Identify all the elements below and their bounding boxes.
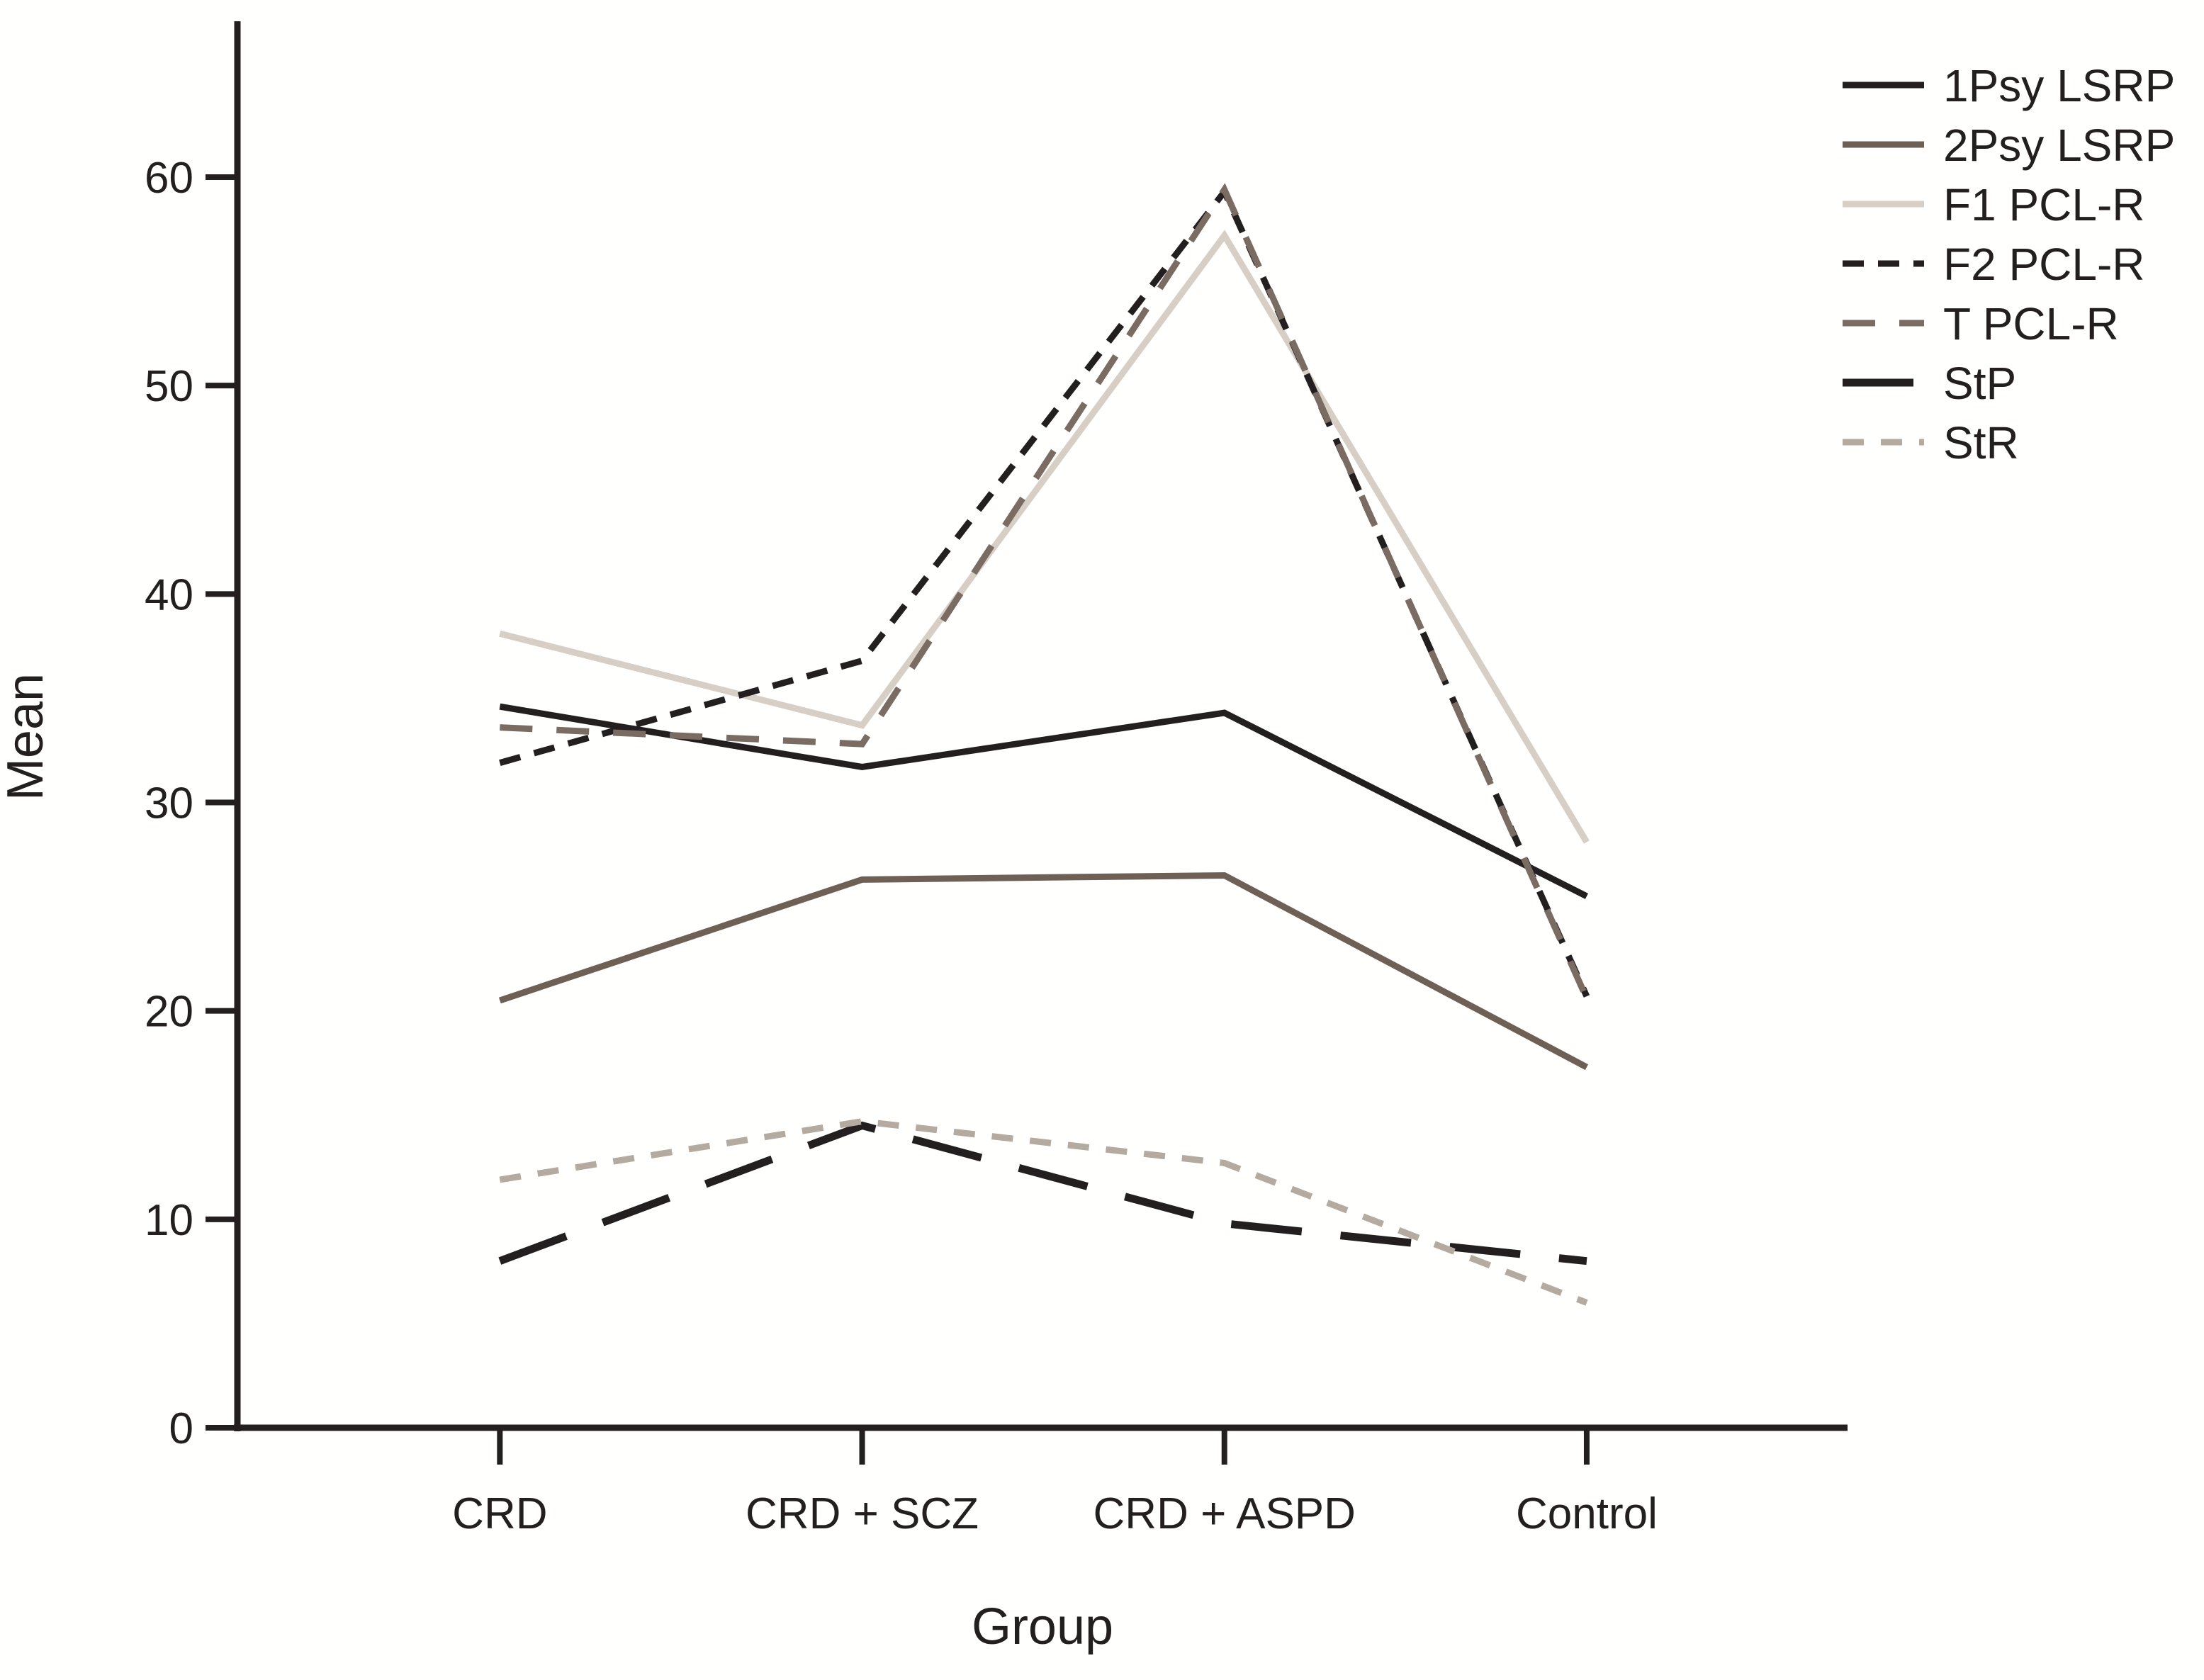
legend-label: 2Psy LSRP xyxy=(1943,120,2175,171)
x-tick-label: CRD xyxy=(452,1489,547,1538)
series-line-t-pcl-r xyxy=(500,183,1590,1000)
y-tick-label: 0 xyxy=(169,1404,193,1453)
plot-lines-layer xyxy=(498,183,1590,1306)
y-tick-label: 10 xyxy=(145,1196,193,1245)
legend-label: 1Psy LSRP xyxy=(1943,60,2175,111)
y-tick-label: 40 xyxy=(145,570,193,619)
legend-label: StP xyxy=(1943,358,2016,409)
legend-label: F2 PCL-R xyxy=(1943,239,2145,290)
series-line-stp xyxy=(498,1121,1587,1265)
legend-item: StP xyxy=(1843,358,2016,409)
y-tick-label: 30 xyxy=(145,779,193,828)
legend-item: StR xyxy=(1843,417,2019,468)
y-tick-label: 60 xyxy=(145,154,193,203)
series-line-str xyxy=(499,1118,1588,1306)
legend: 1Psy LSRP 2Psy LSRP F1 PCL-R F2 PCL-R T PCL-… xyxy=(1843,60,2175,468)
series-line-1psy-lsrp xyxy=(499,703,1588,899)
series-line-f1-pcl-r xyxy=(499,230,1590,844)
legend-label: StR xyxy=(1943,417,2019,468)
x-tick-label: CRD + ASPD xyxy=(1093,1489,1356,1538)
series-line-2psy-lsrp xyxy=(498,872,1589,1071)
legend-label: T PCL-R xyxy=(1943,298,2119,349)
legend-item: T PCL-R xyxy=(1843,298,2119,349)
legend-item: F1 PCL-R xyxy=(1843,179,2145,230)
y-tick-label: 20 xyxy=(145,988,193,1037)
x-tick-label: CRD + SCZ xyxy=(746,1489,979,1538)
legend-item: F2 PCL-R xyxy=(1843,239,2145,290)
series-line-f2-pcl-r xyxy=(499,185,1590,998)
axes-layer: 0 10 20 30 40 50 60 CRD CRD + SCZ CRD + ASPD Contr… xyxy=(145,21,1848,1538)
x-tick-label: Control xyxy=(1516,1489,1658,1538)
y-axis-title: Mean xyxy=(0,673,54,801)
legend-label: F1 PCL-R xyxy=(1943,179,2145,230)
legend-item: 2Psy LSRP xyxy=(1843,120,2175,171)
legend-item: 1Psy LSRP xyxy=(1843,60,2175,111)
x-axis-title: Group xyxy=(972,1599,1113,1655)
y-tick-label: 50 xyxy=(145,362,193,411)
